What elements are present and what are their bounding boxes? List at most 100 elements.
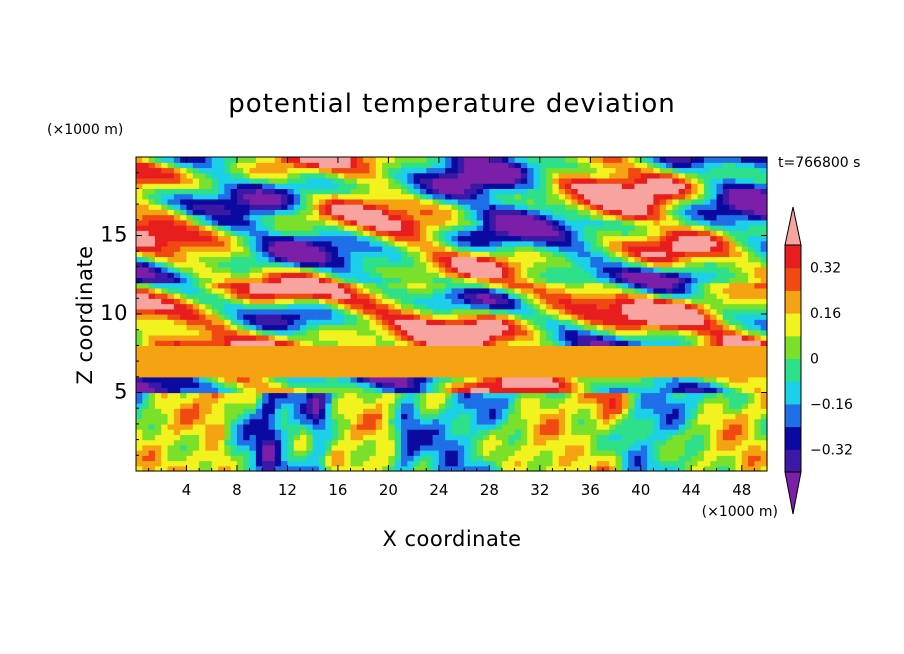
heatmap-cell: [760, 303, 768, 310]
heatmap-cell: [596, 434, 604, 441]
heatmap-cell: [262, 340, 270, 346]
heatmap-cell: [489, 387, 497, 394]
heatmap-cell: [590, 334, 598, 341]
heatmap-cell: [716, 298, 724, 305]
heatmap-cell: [457, 434, 465, 441]
heatmap-cell: [268, 277, 276, 284]
heatmap-cell: [438, 402, 446, 409]
heatmap-cell: [741, 455, 749, 462]
heatmap-cell: [205, 350, 213, 357]
heatmap-cell: [236, 209, 244, 216]
heatmap-cell: [565, 277, 572, 284]
heatmap-cell: [350, 329, 358, 336]
heatmap-cell: [161, 251, 169, 258]
heatmap-cell: [590, 366, 598, 373]
heatmap-cell: [375, 219, 383, 226]
heatmap-cell: [419, 293, 427, 299]
heatmap-cell: [331, 245, 339, 252]
heatmap-cell: [760, 266, 768, 273]
heatmap-cell: [672, 413, 680, 420]
heatmap-cell: [552, 334, 560, 341]
heatmap-cell: [281, 266, 289, 273]
heatmap-cell: [501, 303, 509, 310]
heatmap-cell: [729, 382, 737, 388]
heatmap-cell: [596, 240, 604, 247]
heatmap-cell: [148, 329, 156, 336]
heatmap-cell: [136, 376, 143, 383]
heatmap-cell: [426, 219, 434, 226]
heatmap-cell: [565, 413, 572, 420]
heatmap-cell: [136, 256, 143, 263]
heatmap-cell: [546, 214, 554, 221]
heatmap-cell: [363, 402, 371, 409]
heatmap-cell: [489, 261, 497, 268]
heatmap-cell: [457, 245, 465, 252]
heatmap-cell: [703, 465, 711, 472]
heatmap-cell: [192, 361, 200, 367]
heatmap-cell: [268, 287, 276, 294]
heatmap-cell: [520, 324, 528, 331]
heatmap-cell: [470, 361, 478, 367]
heatmap-cell: [199, 303, 207, 310]
heatmap-cell: [552, 387, 560, 394]
heatmap-cell: [363, 225, 371, 231]
heatmap-cell: [173, 418, 181, 425]
heatmap-cell: [703, 214, 711, 221]
heatmap-cell: [426, 366, 434, 373]
heatmap-cell: [382, 455, 389, 462]
heatmap-cell: [596, 455, 604, 462]
heatmap-cell: [590, 340, 598, 346]
heatmap-cell: [281, 450, 289, 456]
heatmap-cell: [192, 340, 200, 346]
heatmap-cell: [621, 423, 629, 430]
heatmap-cell: [741, 397, 749, 404]
heatmap-cell: [413, 413, 421, 420]
heatmap-cell: [300, 209, 307, 216]
heatmap-cell: [457, 287, 465, 294]
heatmap-cell: [375, 329, 383, 336]
heatmap-cell: [438, 350, 446, 357]
heatmap-cell: [394, 402, 402, 409]
heatmap-cell: [451, 209, 459, 216]
heatmap-cell: [413, 303, 421, 310]
heatmap-cell: [344, 324, 352, 331]
heatmap-cell: [281, 434, 289, 441]
heatmap-cell: [211, 408, 219, 415]
heatmap-cell: [293, 287, 301, 294]
heatmap-cell: [716, 235, 724, 242]
heatmap-cell: [464, 319, 472, 326]
heatmap-cell: [495, 287, 503, 294]
heatmap-cell: [609, 314, 617, 320]
heatmap-cell: [760, 465, 768, 472]
heatmap-cell: [722, 287, 730, 294]
heatmap-cell: [331, 240, 339, 247]
heatmap-cell: [255, 235, 263, 242]
heatmap-cell: [539, 261, 547, 268]
heatmap-cell: [401, 366, 408, 373]
heatmap-cell: [470, 418, 478, 425]
heatmap-cell: [735, 455, 743, 462]
heatmap-cell: [369, 314, 377, 320]
heatmap-cell: [703, 371, 711, 378]
heatmap-cell: [647, 397, 655, 404]
heatmap-cell: [722, 293, 730, 299]
heatmap-cell: [426, 272, 434, 278]
heatmap-cell: [760, 444, 768, 451]
heatmap-cell: [748, 329, 755, 336]
heatmap-cell: [281, 293, 289, 299]
heatmap-cell: [457, 230, 465, 237]
heatmap-cell: [218, 319, 225, 326]
heatmap-cell: [426, 444, 434, 451]
heatmap-cell: [173, 308, 181, 315]
heatmap-cell: [281, 287, 289, 294]
heatmap-cell: [186, 298, 194, 305]
heatmap-cell: [224, 214, 232, 221]
heatmap-cell: [722, 434, 730, 441]
heatmap-cell: [470, 230, 478, 237]
heatmap-cell: [318, 277, 326, 284]
heatmap-cell: [148, 418, 156, 425]
heatmap-cell: [382, 355, 389, 362]
heatmap-cell: [653, 397, 661, 404]
heatmap-cell: [539, 444, 547, 451]
heatmap-cell: [464, 382, 472, 388]
